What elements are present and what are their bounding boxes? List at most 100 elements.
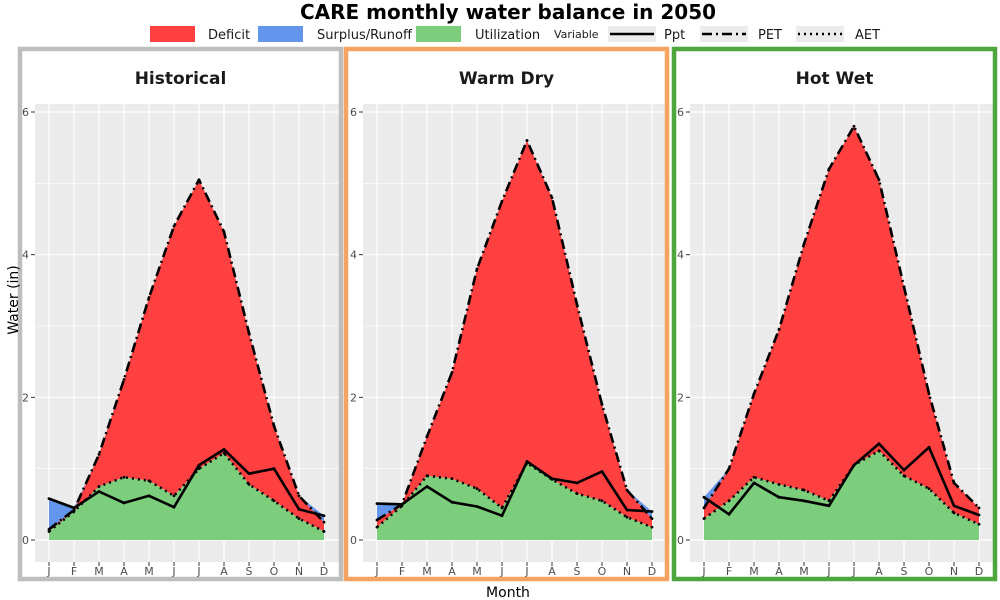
point-aet xyxy=(827,499,831,503)
panel-strip xyxy=(22,52,339,104)
point-aet xyxy=(600,499,604,503)
point-aet xyxy=(752,475,756,479)
point-ppt xyxy=(297,507,301,511)
point-ppt xyxy=(147,494,151,498)
point-pet xyxy=(625,488,629,492)
x-tick-label: D xyxy=(975,565,983,578)
point-pet xyxy=(222,230,226,234)
point-ppt xyxy=(375,502,379,506)
area-deficit xyxy=(49,179,324,532)
point-ppt xyxy=(172,505,176,509)
point-ppt xyxy=(197,463,201,467)
line-ppt xyxy=(703,442,980,517)
point-aet xyxy=(425,474,429,478)
legend-key-deficit xyxy=(150,26,195,42)
line-aet xyxy=(376,461,653,529)
panel-strip xyxy=(348,52,665,104)
x-tick-label: J xyxy=(499,565,503,578)
point-pet xyxy=(375,518,379,522)
point-ppt xyxy=(727,512,731,516)
x-tick-label: A xyxy=(875,565,883,578)
point-ppt xyxy=(625,508,629,512)
y-tick-label: 6 xyxy=(350,106,357,119)
point-aet xyxy=(525,461,529,465)
point-aet xyxy=(375,525,379,529)
area-utilization xyxy=(49,453,324,540)
point-pet xyxy=(550,196,554,200)
point-aet xyxy=(650,525,654,529)
x-tick-label: J xyxy=(171,565,175,578)
line-ppt xyxy=(48,448,325,517)
x-tick-label: J xyxy=(196,565,200,578)
line-pet xyxy=(48,178,325,531)
panel-border xyxy=(17,46,344,582)
x-tick-label: A xyxy=(548,565,556,578)
point-ppt xyxy=(752,481,756,485)
x-tick-label: J xyxy=(826,565,830,578)
point-ppt xyxy=(122,501,126,505)
panel-border xyxy=(343,46,670,582)
point-aet xyxy=(197,467,201,471)
point-pet xyxy=(650,517,654,520)
point-ppt xyxy=(927,445,931,449)
point-pet xyxy=(827,167,831,171)
legend: Deficit Surplus/Runoff Utilization Variable… xyxy=(150,26,880,43)
point-pet xyxy=(322,520,326,524)
x-tick-label: J xyxy=(374,565,378,578)
point-ppt xyxy=(425,485,429,488)
point-aet xyxy=(272,499,276,503)
point-aet xyxy=(927,487,931,491)
point-ppt xyxy=(97,490,101,493)
area-deficit xyxy=(377,140,652,528)
legend-label-pet: PET xyxy=(758,28,782,43)
panel-warm-dry: Warm Dry 0 2 4 6 J F M A M J J A S O N D xyxy=(343,46,670,582)
x-tick-label: S xyxy=(246,565,253,578)
y-tick-label: 2 xyxy=(22,391,29,404)
point-aet xyxy=(575,492,579,496)
legend-key-bg-aet xyxy=(796,26,844,42)
point-pet xyxy=(702,506,706,510)
legend-title-variable: Variable xyxy=(554,28,599,41)
x-tick-label: O xyxy=(598,565,607,578)
x-tick-label: M xyxy=(472,565,482,578)
point-ppt xyxy=(322,514,326,518)
point-pet xyxy=(247,331,251,335)
point-pet xyxy=(450,370,454,374)
point-ppt xyxy=(247,472,251,476)
point-pet xyxy=(272,424,276,428)
x-tick-label: A xyxy=(775,565,783,578)
area-utilization xyxy=(704,450,979,540)
point-pet xyxy=(575,303,579,306)
x-tick-label: N xyxy=(295,565,303,578)
line-ppt xyxy=(376,460,653,518)
x-tick-label: O xyxy=(925,565,934,578)
point-ppt xyxy=(222,448,226,451)
point-pet xyxy=(147,296,151,299)
legend-label-deficit: Deficit xyxy=(208,28,250,43)
point-aet xyxy=(450,477,454,481)
point-pet xyxy=(475,267,479,271)
point-ppt xyxy=(877,442,881,446)
point-pet xyxy=(877,178,881,182)
point-pet xyxy=(500,199,504,203)
panel-title: Hot Wet xyxy=(796,69,874,89)
point-aet xyxy=(222,451,226,455)
x-tick-label: J xyxy=(46,565,50,578)
point-pet xyxy=(122,378,126,381)
point-ppt xyxy=(952,504,956,508)
point-aet xyxy=(702,517,706,520)
y-tick-label: 4 xyxy=(350,249,357,262)
x-tick-label: D xyxy=(648,565,656,578)
x-tick-label: O xyxy=(270,565,279,578)
x-tick-label: A xyxy=(220,565,228,578)
point-pet xyxy=(752,392,756,396)
point-aet xyxy=(475,487,479,491)
point-aet xyxy=(550,477,554,481)
panel-historical: Historical 0 2 4 6 J F M A M J J A S O N D xyxy=(17,46,344,582)
point-ppt xyxy=(450,500,454,504)
point-ppt xyxy=(827,504,831,508)
x-tick-label: M xyxy=(144,565,154,578)
panel-title: Warm Dry xyxy=(459,69,554,89)
x-tick-label: N xyxy=(950,565,958,578)
legend-label-ppt: Ppt xyxy=(664,28,685,43)
